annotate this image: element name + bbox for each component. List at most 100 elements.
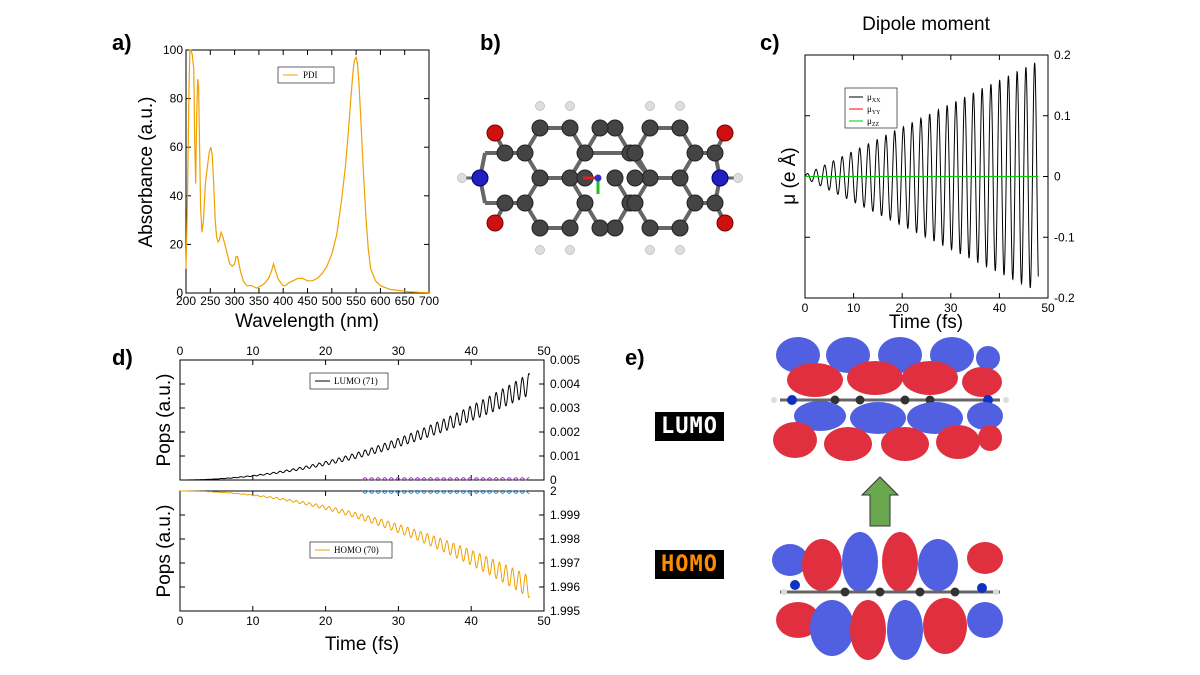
x-axis-label: Wavelength (nm) — [235, 311, 379, 332]
carbon-atom — [641, 119, 659, 137]
hydrogen-atom — [675, 101, 685, 111]
x-tick-label: 20 — [319, 614, 333, 628]
legend-box — [277, 66, 335, 84]
panel-label-c: c) — [760, 30, 780, 55]
y-tick-label: 20 — [170, 237, 184, 251]
carbon-atom — [706, 144, 724, 162]
x-tick-label: 500 — [322, 294, 342, 308]
carbon-atom — [606, 219, 624, 237]
carbon-atom — [591, 119, 609, 137]
legend-label: μXX — [867, 92, 881, 104]
lobe-red — [881, 427, 929, 461]
hydrogen-atom — [457, 173, 467, 183]
carbon-atom — [641, 219, 659, 237]
homo-lobes-bottom — [776, 598, 1003, 660]
hydrogen-atom — [733, 173, 743, 183]
lumo-skeleton — [771, 395, 1009, 405]
y-axis-label-homo: Pops (a.u.) — [154, 505, 175, 598]
lobe-blue — [850, 402, 906, 434]
legend-lumo: LUMO (71) — [309, 372, 389, 390]
x-tick-label-top: 10 — [246, 344, 260, 358]
x-tick-label: 450 — [297, 294, 317, 308]
carbon-atom — [576, 194, 594, 212]
x-tick-label-top: 40 — [465, 344, 479, 358]
hydrogen-atom — [645, 101, 655, 111]
y-tick-label: 0 — [176, 286, 183, 300]
carbon-atom — [516, 144, 534, 162]
homo-label: HOMO — [655, 550, 724, 579]
plot-frame-homo — [179, 490, 545, 612]
y-tick-label: 0.001 — [550, 449, 580, 463]
y-tick-label: 0.003 — [550, 401, 580, 415]
carbon-atom — [641, 169, 659, 187]
series-line-lumo — [180, 372, 530, 481]
lobe-blue — [794, 401, 846, 431]
x-tick-label: 650 — [395, 294, 415, 308]
carbon-atom — [576, 144, 594, 162]
y-tick-label: 100 — [163, 43, 183, 57]
lobe-red — [923, 598, 967, 654]
homo-label-text: HOMO — [661, 552, 718, 577]
x-tick-label: 350 — [249, 294, 269, 308]
x-tick-label: 700 — [419, 294, 439, 308]
lobe-blue — [967, 602, 1003, 638]
lobe-red — [936, 425, 980, 459]
x-tick-label: 40 — [993, 301, 1007, 315]
lobe-red — [967, 542, 1003, 574]
y-tick-label: 0.005 — [550, 353, 580, 367]
lobe-blue — [976, 346, 1000, 370]
series-line-muxx — [804, 62, 1039, 289]
lobe-blue — [826, 337, 870, 373]
x-tick-label-top: 50 — [537, 344, 551, 358]
carbon-atom — [516, 194, 534, 212]
carbon-atom — [606, 169, 624, 187]
axis-triad — [583, 174, 602, 194]
panel-label-a: a) — [112, 30, 132, 55]
hydrogen-atom — [535, 101, 545, 111]
carbon-atom — [531, 169, 549, 187]
tick-group: 0 10 20 30 40 50 0.2 0.1 0 -0.1 -0.2 — [802, 48, 1075, 315]
legend-label-lumo: LUMO (71) — [334, 376, 378, 386]
y-tick-label: 0 — [1054, 170, 1061, 184]
legend-label-homo: HOMO (70) — [334, 545, 379, 555]
dipole-chart: Dipole moment 0 10 20 30 40 50 0.2 0.1 0 -0.1 -0.2… — [779, 14, 1075, 333]
y-axis-label: Absorbance (a.u.) — [136, 96, 157, 247]
legend-box — [844, 87, 898, 129]
lobe-blue — [907, 402, 963, 434]
x-tick-label: 550 — [346, 294, 366, 308]
y-tick-label: 0.1 — [1054, 109, 1071, 123]
legend-box — [309, 372, 389, 390]
legend-label: μYY — [867, 104, 881, 116]
series-line-pdi — [185, 49, 430, 294]
orbital-diagram — [771, 337, 1009, 660]
y-axis-label-lumo: Pops (a.u.) — [154, 374, 175, 467]
carbon-atom — [686, 144, 704, 162]
x-tick-label: 0 — [802, 301, 809, 315]
lobe-red — [776, 602, 820, 638]
nitrogen-atom — [711, 169, 729, 187]
lumo-orbital — [771, 337, 1009, 461]
x-tick-label: 250 — [200, 294, 220, 308]
y-tick-label: 0.002 — [550, 425, 580, 439]
x-tick-label: 30 — [392, 614, 406, 628]
y-tick-label: 1.997 — [550, 556, 580, 570]
x-tick-label: 30 — [944, 301, 958, 315]
nitrogen-atom — [471, 169, 489, 187]
oxygen-atom — [486, 124, 504, 142]
series-line-homo-minor — [361, 490, 530, 494]
x-tick-label-top: 0 — [177, 344, 184, 358]
legend-label: μZZ — [867, 116, 879, 128]
carbon-atom — [686, 194, 704, 212]
y-tick-label: 1.995 — [550, 604, 580, 618]
plot-frame — [185, 49, 430, 294]
lobe-red — [847, 361, 903, 395]
homo-orbital — [772, 532, 1003, 660]
y-tick-label: 1.998 — [550, 532, 580, 546]
x-axis-label: Time (fs) — [325, 634, 399, 655]
hydrogen-atom — [645, 245, 655, 255]
y-tick-label: 2 — [550, 484, 557, 498]
lumo-label: LUMO — [655, 412, 724, 441]
lobe-blue — [810, 600, 854, 656]
carbon-atom — [626, 169, 644, 187]
